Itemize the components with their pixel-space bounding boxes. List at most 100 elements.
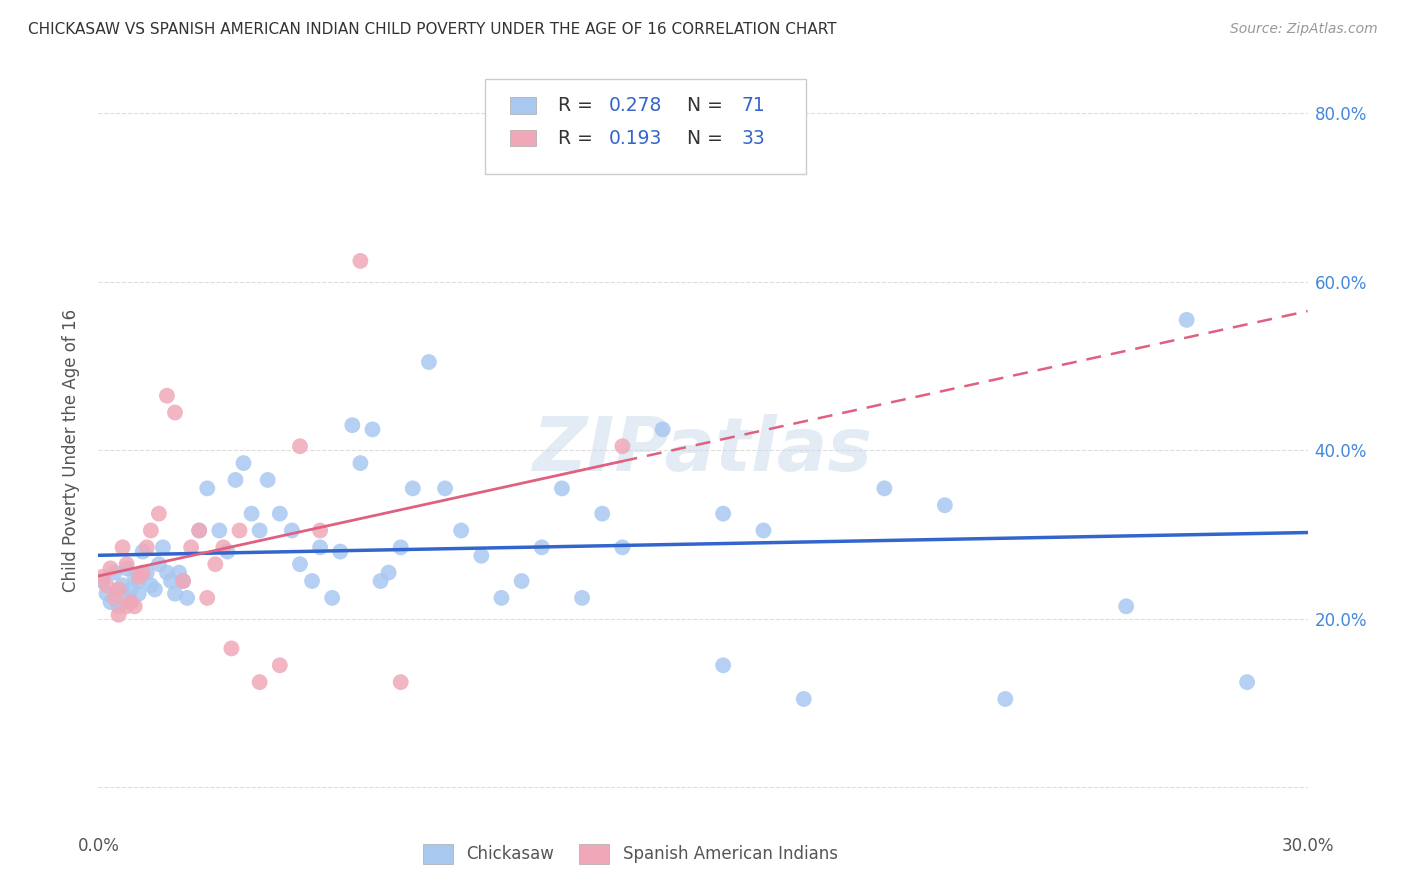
Text: 0.278: 0.278 [609, 96, 662, 115]
Point [711, 507, 734, 521]
Point [450, 524, 472, 538]
Point [100, 595, 122, 609]
Point [377, 566, 399, 580]
Point [752, 524, 775, 538]
Point [91, 574, 114, 588]
Point [204, 557, 226, 572]
Text: R =: R = [558, 96, 599, 115]
Point [309, 541, 332, 555]
Point [115, 561, 138, 575]
Point [115, 557, 138, 572]
Point [111, 541, 134, 555]
Point [793, 692, 815, 706]
Point [612, 439, 634, 453]
Point [873, 482, 896, 496]
Point [212, 541, 235, 555]
Point [224, 473, 246, 487]
Point [107, 599, 129, 614]
Point [208, 524, 231, 538]
Point [1115, 599, 1137, 614]
Point [135, 566, 157, 580]
Point [96, 587, 118, 601]
Y-axis label: Child Poverty Under the Age of 16: Child Poverty Under the Age of 16 [62, 309, 80, 592]
Point [470, 549, 492, 563]
Point [994, 692, 1017, 706]
Point [103, 591, 125, 605]
Text: N =: N = [669, 96, 730, 115]
Point [148, 507, 170, 521]
Text: N =: N = [669, 128, 730, 147]
Point [491, 591, 513, 605]
Point [107, 582, 129, 597]
Point [172, 574, 194, 588]
Point [143, 582, 166, 597]
Legend: Chickasaw, Spanish American Indians: Chickasaw, Spanish American Indians [416, 837, 845, 871]
Point [107, 582, 129, 597]
Point [434, 482, 457, 496]
Point [1236, 675, 1258, 690]
Point [551, 482, 574, 496]
Point [148, 557, 170, 572]
Point [100, 561, 122, 575]
Point [349, 456, 371, 470]
Point [329, 544, 352, 558]
Point [128, 570, 150, 584]
Point [139, 578, 162, 592]
Point [132, 544, 155, 558]
Point [135, 541, 157, 555]
Point [591, 507, 613, 521]
Point [124, 599, 146, 614]
Point [301, 574, 323, 588]
Point [139, 524, 162, 538]
Point [128, 574, 150, 588]
Point [530, 541, 553, 555]
Point [269, 507, 291, 521]
Point [188, 524, 211, 538]
FancyBboxPatch shape [509, 97, 536, 114]
Point [256, 473, 278, 487]
Point [510, 574, 533, 588]
Point [163, 587, 186, 601]
Point [152, 541, 174, 555]
Point [107, 607, 129, 622]
Point [1175, 313, 1198, 327]
Point [91, 570, 114, 584]
Point [217, 544, 239, 558]
Point [195, 482, 218, 496]
Point [288, 439, 311, 453]
Point [389, 675, 412, 690]
Point [120, 582, 142, 597]
Point [96, 578, 118, 592]
Point [115, 591, 138, 605]
FancyBboxPatch shape [485, 79, 806, 174]
Point [176, 591, 198, 605]
Point [402, 482, 425, 496]
Point [120, 595, 142, 609]
Point [156, 389, 179, 403]
Point [288, 557, 311, 572]
Point [240, 507, 263, 521]
Point [120, 595, 142, 609]
Point [156, 566, 179, 580]
Text: ZIPatlas: ZIPatlas [533, 414, 873, 487]
Point [232, 456, 254, 470]
Point [711, 658, 734, 673]
Point [370, 574, 392, 588]
Point [934, 498, 956, 512]
Point [651, 422, 673, 436]
Point [128, 587, 150, 601]
Point [249, 524, 271, 538]
Point [163, 405, 186, 419]
Point [309, 524, 332, 538]
Point [571, 591, 593, 605]
Text: 33: 33 [742, 128, 765, 147]
Point [180, 541, 202, 555]
FancyBboxPatch shape [509, 129, 536, 146]
Point [249, 675, 271, 690]
Point [228, 524, 250, 538]
Text: R =: R = [558, 128, 599, 147]
Point [132, 566, 155, 580]
Point [124, 570, 146, 584]
Point [281, 524, 304, 538]
Text: Source: ZipAtlas.com: Source: ZipAtlas.com [1230, 22, 1378, 37]
